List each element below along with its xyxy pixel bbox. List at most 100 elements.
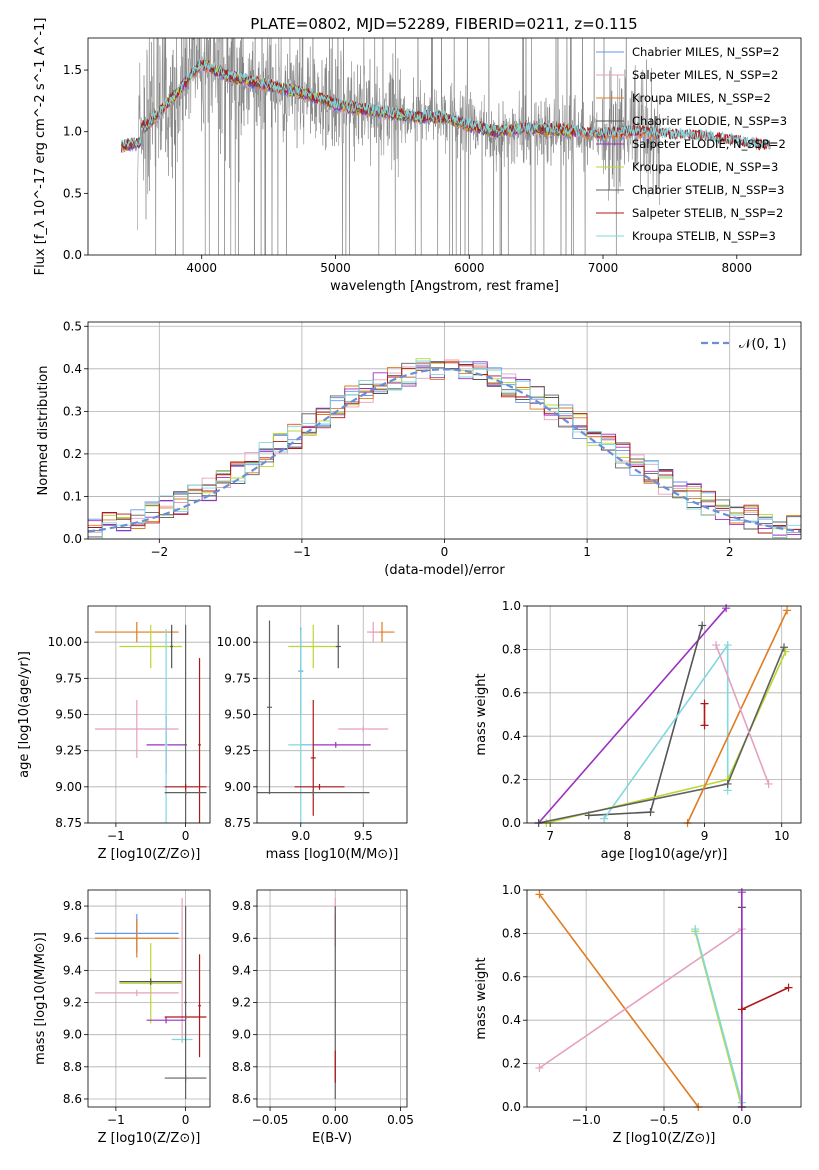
- plus-marker: [722, 604, 731, 613]
- mw_vs_Z-panel: −1.0 −0.5 0.0 0.0 0.2 0.4 0.6 0.8 1.0 Z [log10(Z/…: [474, 883, 802, 1146]
- plus-marker: [646, 808, 655, 817]
- y-tick-label: 0.4: [502, 1013, 521, 1027]
- series-line-salpeter_miles: [715, 644, 770, 785]
- y-tick-label: 9.2: [63, 996, 82, 1010]
- axes-frame: [526, 889, 802, 1108]
- y-axis-label: Normed distribution: [36, 366, 51, 496]
- y-tick-label: 0.6: [502, 686, 521, 700]
- legend-label: 𝒩(0, 1): [739, 337, 786, 352]
- mass_vs_Z-panel: −1 0 8.6 8.8 9.0 9.2 9.4 9.6 9.8 Z [log10(Z/Z⊙)] m…: [33, 889, 211, 1146]
- x-tick-label: 1: [583, 545, 591, 559]
- y-tick-label: 0.1: [63, 489, 82, 503]
- x-tick-label: 10: [774, 829, 789, 843]
- residuals-panel: −2 −1 0 1 2 0.0 0.1 0.2 0.3 0.4 0.5 (data-model)/er…: [36, 319, 802, 578]
- y-tick-label: 9.00: [55, 780, 82, 794]
- y-tick-label: 9.4: [232, 963, 251, 977]
- x-tick-label: 7000: [588, 261, 619, 275]
- residuals-plot-area: [88, 358, 801, 539]
- x-tick-label: −1: [293, 545, 311, 559]
- y-tick-label: 0.2: [63, 447, 82, 461]
- y-axis-label: mass weight: [474, 673, 489, 755]
- x-tick-label: 9.5: [354, 829, 373, 843]
- y-axis-label: mass weight: [474, 957, 489, 1039]
- series-line-kroupa_stelib: [694, 928, 743, 1103]
- legend-label: Salpeter ELODIE, N_SSP=2: [632, 137, 786, 151]
- age_vs_mass-plot-area: [257, 620, 395, 823]
- x-axis-label: Z [log10(Z/Z⊙)]: [98, 847, 201, 862]
- y-tick-label: 9.6: [63, 931, 82, 945]
- x-tick-label: 8: [624, 829, 632, 843]
- x-axis-label: E(B-V): [312, 1131, 352, 1146]
- series-line-kroupa_miles: [538, 893, 699, 1108]
- x-tick-label: −0.5: [649, 1113, 678, 1127]
- x-tick-label: −1: [107, 1113, 125, 1127]
- y-tick-label: 0.4: [502, 729, 521, 743]
- y-tick-label: 9.4: [63, 963, 82, 977]
- y-tick-label: 8.75: [224, 816, 251, 830]
- age_vs_mass-panel: 9.0 9.5 8.75 9.00 9.25 9.50 9.75 10.00 mass [log…: [217, 605, 408, 862]
- series-line-salpeter_elodie: [537, 607, 727, 824]
- y-tick-label: 9.6: [232, 931, 251, 945]
- x-tick-label: 0.05: [387, 1113, 414, 1127]
- y-tick-label: 0.0: [63, 248, 82, 262]
- x-axis-label: wavelength [Angstrom, rest frame]: [330, 279, 559, 294]
- x-tick-label: 4000: [186, 261, 217, 275]
- y-tick-label: 0.2: [502, 1057, 521, 1071]
- x-axis-label: Z [log10(Z/Z⊙)]: [613, 1131, 716, 1146]
- y-tick-label: 1.0: [502, 599, 521, 613]
- y-tick-label: 0.0: [502, 816, 521, 830]
- x-tick-label: 0: [441, 545, 449, 559]
- x-tick-label: 8000: [722, 261, 753, 275]
- y-tick-label: 10.00: [217, 635, 251, 649]
- y-tick-label: 9.2: [232, 996, 251, 1010]
- x-tick-label: −1: [107, 829, 125, 843]
- y-tick-label: 9.25: [55, 744, 82, 758]
- legend-label: Chabrier MILES, N_SSP=2: [632, 45, 779, 59]
- page-title: PLATE=0802, MJD=52289, FIBERID=0211, z=0…: [250, 15, 637, 33]
- mass_vs_EBV-plot-area: [334, 898, 336, 1099]
- y-tick-label: 8.6: [63, 1092, 82, 1106]
- y-tick-label: 8.75: [55, 816, 82, 830]
- normal-curve: [88, 368, 801, 533]
- model-spectrum-kroupa_stelib: [120, 58, 771, 151]
- y-tick-label: 0.2: [502, 773, 521, 787]
- y-tick-label: 9.8: [63, 899, 82, 913]
- histogram-salpeter_stelib: [88, 361, 801, 534]
- y-tick-label: 9.0: [232, 1028, 251, 1042]
- y-tick-label: 9.75: [224, 671, 251, 685]
- y-tick-label: 0.5: [63, 186, 82, 200]
- y-tick-label: 8.8: [232, 1060, 251, 1074]
- legend-label: Kroupa ELODIE, N_SSP=3: [632, 160, 778, 174]
- y-axis-label: Flux [f_λ 10^-17 erg cm^-2 s^-1 A^-1]: [33, 18, 48, 276]
- x-tick-label: 7: [546, 829, 554, 843]
- spectrum-panel: 4000 5000 6000 7000 8000 0.0 0.5 1.0 1.5 waveleng…: [33, 18, 802, 294]
- plus-marker: [600, 814, 609, 823]
- plus-marker: [712, 641, 721, 650]
- x-tick-label: −0.05: [252, 1113, 289, 1127]
- plus-marker: [535, 1063, 544, 1072]
- y-tick-label: 0.6: [502, 970, 521, 984]
- legend-label: Salpeter STELIB, N_SSP=2: [632, 206, 783, 220]
- mass_vs_Z-plot-area: [94, 898, 207, 1099]
- series-line-salpeter_stelib: [741, 986, 789, 1011]
- y-tick-label: 0.8: [502, 642, 521, 656]
- axes-frame: [256, 889, 408, 1108]
- y-tick-label: 0.4: [63, 362, 82, 376]
- y-tick-label: 0.8: [502, 926, 521, 940]
- y-tick-label: 0.0: [63, 532, 82, 546]
- mw_vs_age-plot-area: [534, 604, 792, 827]
- plus-marker: [723, 641, 732, 650]
- y-axis-label: age [log10(age/yr)]: [17, 651, 32, 778]
- y-tick-label: 0.3: [63, 404, 82, 418]
- series-line-kroupa_stelib: [603, 642, 729, 820]
- legend-label: Chabrier ELODIE, N_SSP=3: [632, 114, 787, 128]
- age_vs_Z-plot-area: [94, 621, 207, 823]
- series-line-salpeter_miles: [539, 928, 743, 1069]
- plus-marker: [737, 888, 746, 897]
- observed-spectrum: [137, 38, 661, 255]
- plus-marker: [691, 925, 700, 934]
- y-tick-label: 8.6: [232, 1092, 251, 1106]
- axes-frame: [87, 889, 211, 1108]
- y-tick-label: 9.25: [224, 744, 251, 758]
